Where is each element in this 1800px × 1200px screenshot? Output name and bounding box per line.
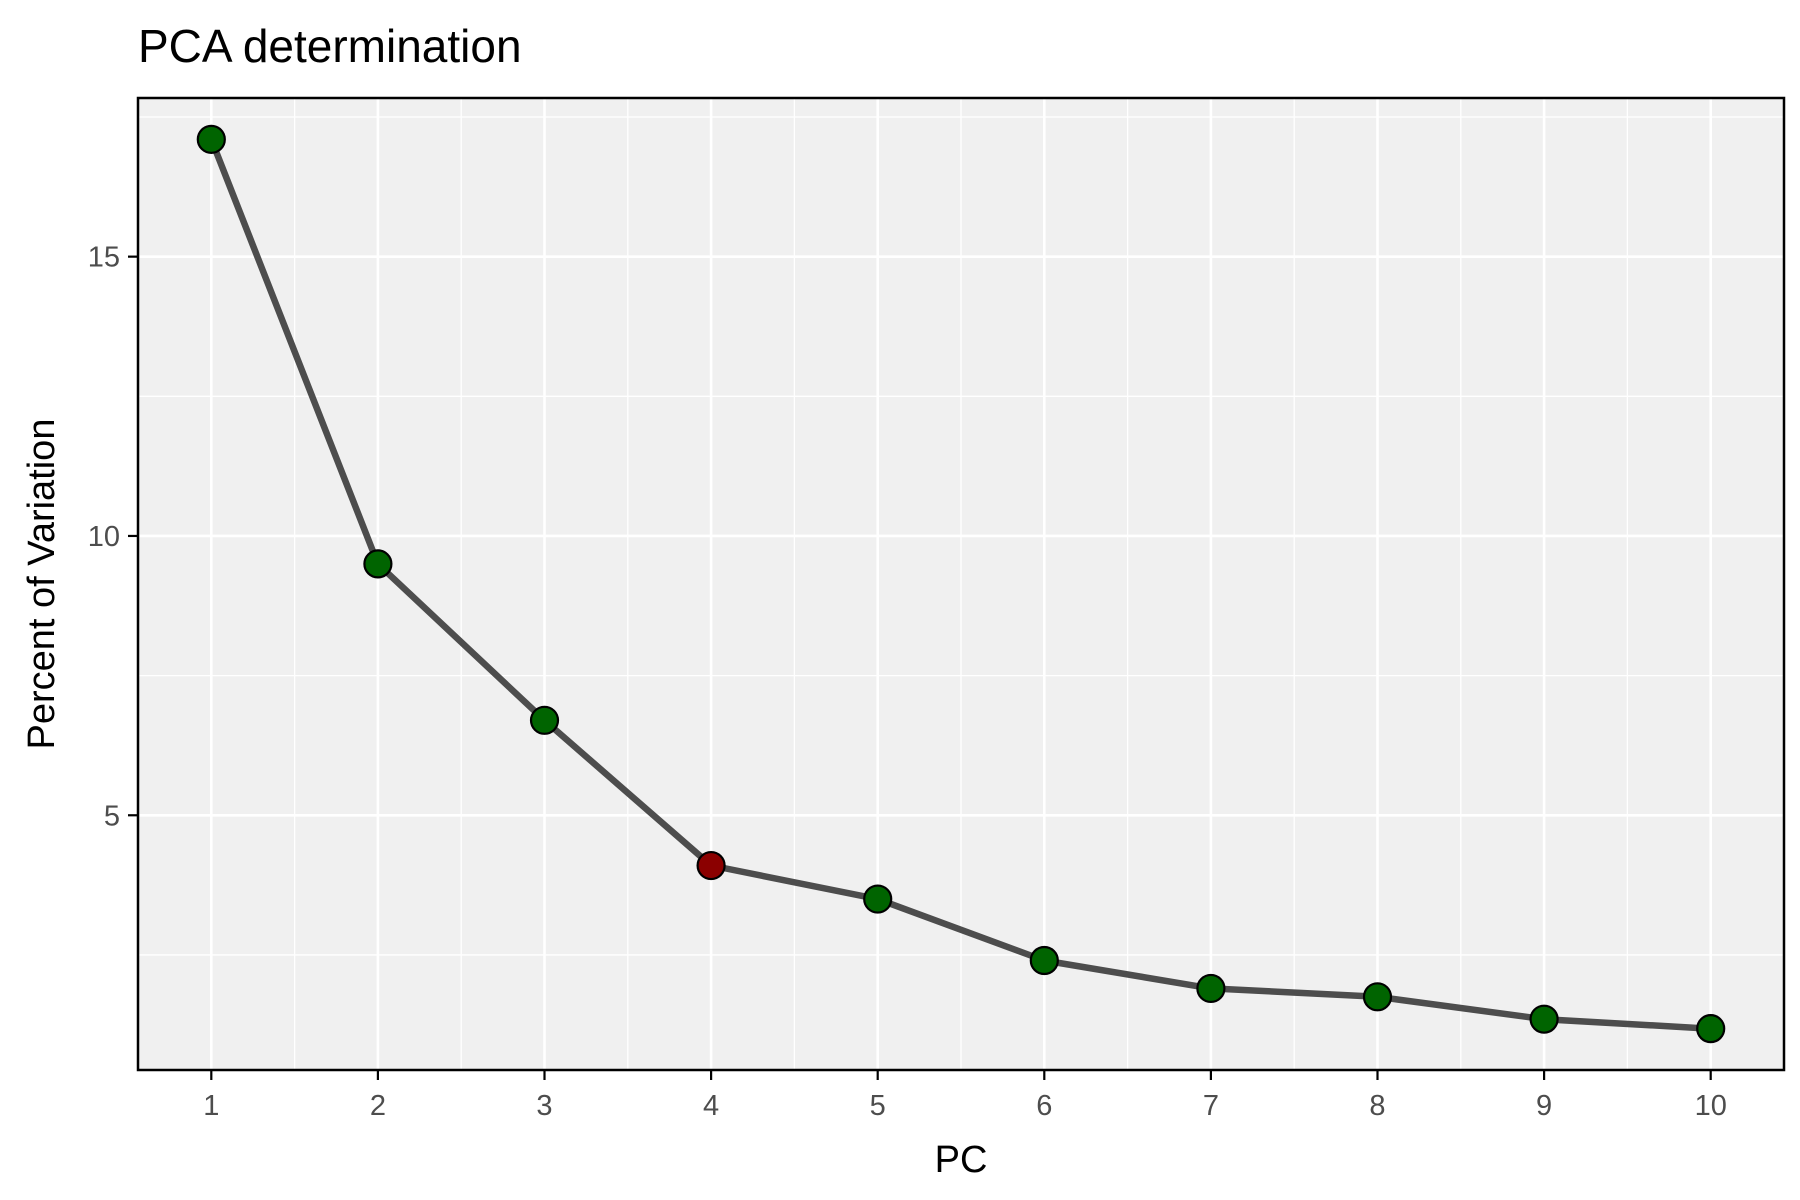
series-line <box>208 136 1714 1032</box>
y-tick-label: 15 <box>88 242 120 274</box>
x-tick-label: 5 <box>870 1090 886 1122</box>
y-tick-label: 5 <box>104 800 120 832</box>
y-axis-title: Percent of Variation <box>21 419 63 750</box>
x-tick-label: 6 <box>1036 1090 1052 1122</box>
plot-border <box>136 96 1786 1072</box>
x-tick-label: 3 <box>536 1090 552 1122</box>
x-axis-ticks: 1 2 3 4 5 6 7 8 9 10 <box>203 1070 1727 1122</box>
data-point <box>863 884 893 914</box>
x-tick-label: 1 <box>203 1090 219 1122</box>
data-points <box>196 124 1726 1044</box>
grid-major <box>138 98 1784 1070</box>
x-tick-label: 10 <box>1695 1090 1727 1122</box>
chart-title: PCA determination <box>138 20 522 72</box>
data-point <box>1362 982 1393 1012</box>
data-point <box>1696 1014 1726 1044</box>
data-point <box>196 124 226 154</box>
series-line-path <box>208 136 1714 1032</box>
grid-minor <box>138 98 1784 1070</box>
y-axis-ticks: 5 10 15 <box>88 242 138 832</box>
x-axis-title: PC <box>935 1139 988 1181</box>
data-point <box>1196 973 1226 1004</box>
y-tick-label: 10 <box>88 521 120 553</box>
x-tick-label: 9 <box>1536 1090 1552 1122</box>
x-tick-label: 7 <box>1203 1090 1219 1122</box>
data-point <box>1529 1004 1559 1034</box>
data-point <box>529 705 560 735</box>
x-tick-label: 4 <box>703 1090 719 1122</box>
x-tick-label: 2 <box>370 1090 386 1122</box>
data-point <box>1029 945 1059 976</box>
data-point-highlight <box>696 850 726 881</box>
x-tick-label: 8 <box>1369 1090 1385 1122</box>
data-point <box>363 549 393 579</box>
